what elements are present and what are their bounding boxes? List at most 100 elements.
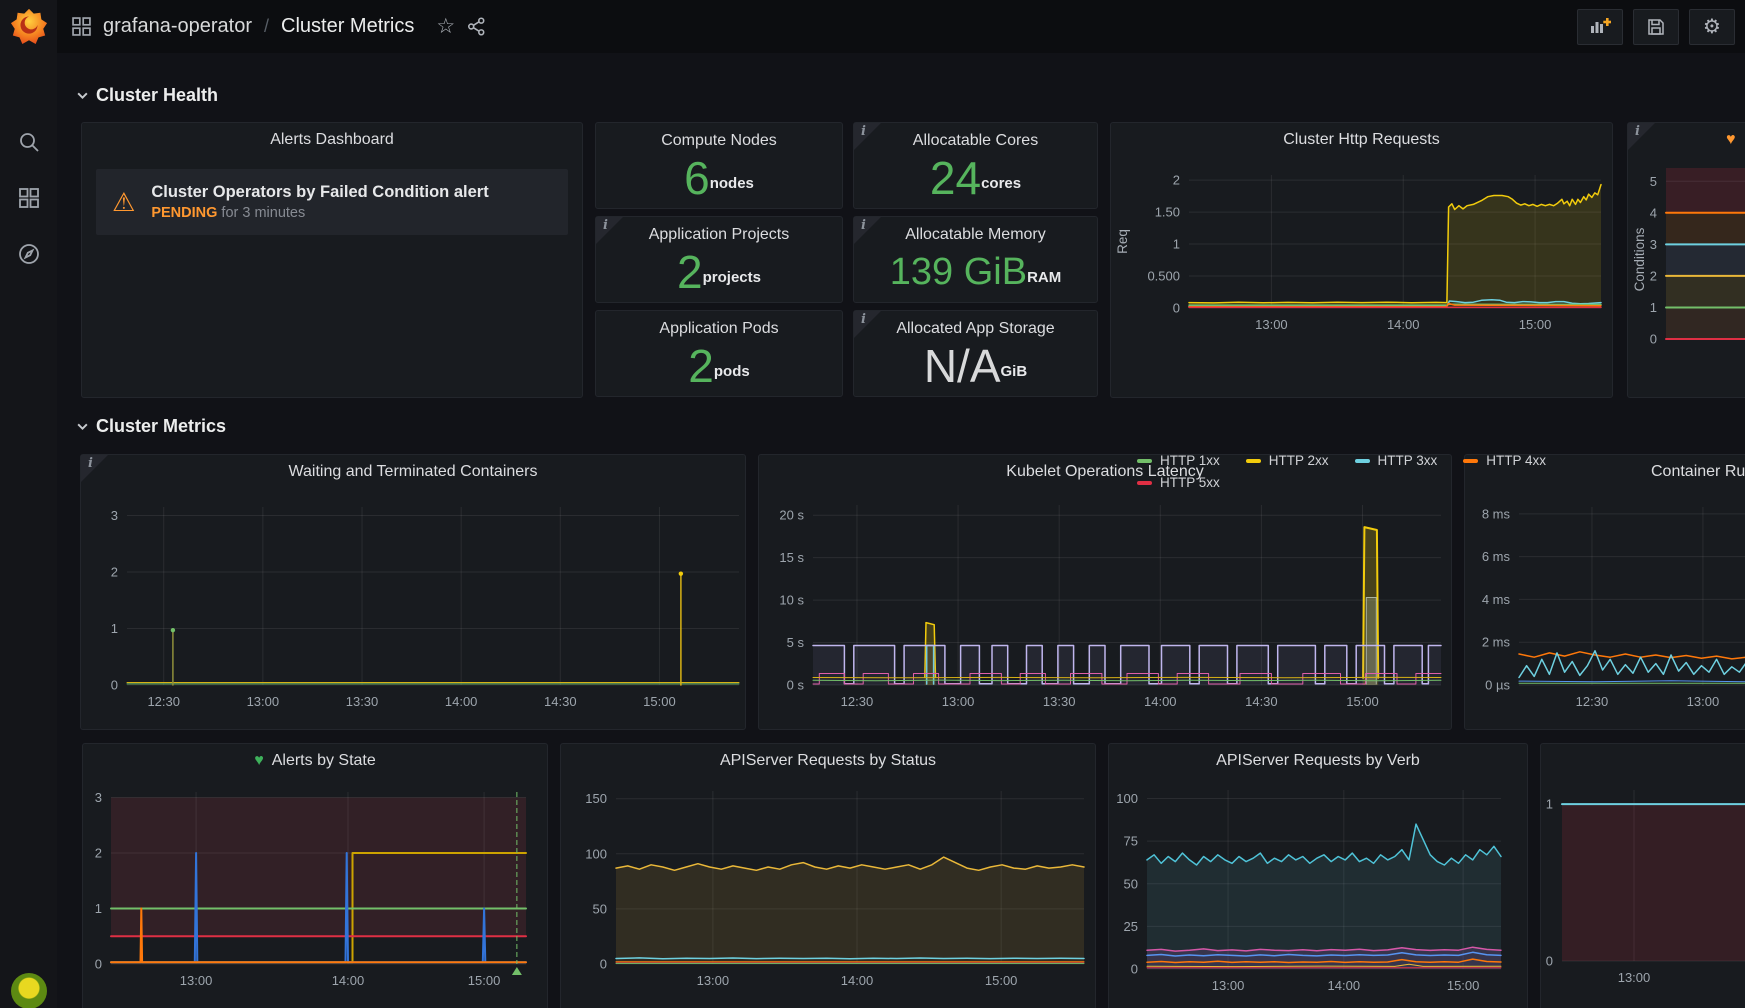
svg-text:2: 2: [1173, 173, 1180, 188]
svg-text:1: 1: [1650, 300, 1657, 315]
stat-panel-application-projects: Application Projects 2projects: [595, 216, 843, 303]
svg-text:15:00: 15:00: [985, 973, 1018, 988]
alert-duration: for 3 minutes: [221, 205, 305, 221]
svg-text:0: 0: [1650, 332, 1657, 347]
legend-item[interactable]: HTTP 1xx: [1137, 453, 1220, 468]
svg-text:14:00: 14:00: [1387, 317, 1420, 332]
stat-value: 2: [688, 343, 714, 389]
share-icon[interactable]: [467, 17, 486, 36]
star-icon[interactable]: ☆: [436, 14, 455, 39]
add-panel-button[interactable]: [1577, 9, 1623, 45]
svg-text:10 s: 10 s: [779, 593, 804, 608]
legend-item[interactable]: HTTP 4xx: [1463, 453, 1546, 468]
breadcrumb-folder[interactable]: grafana-operator: [103, 15, 252, 38]
svg-text:13:00: 13:00: [1255, 317, 1288, 332]
svg-text:1.50: 1.50: [1155, 205, 1180, 220]
sidebar: [0, 0, 57, 1008]
panel-cluster-http-requests: Cluster Http Requests HTTP 1xxHTTP 2xxHT…: [1110, 122, 1613, 398]
legend-item[interactable]: HTTP 5xx: [1137, 475, 1220, 490]
svg-text:13:00: 13:00: [697, 973, 730, 988]
chart-canvas[interactable]: 025507510013:0014:0015:00: [1109, 744, 1529, 1008]
panel-title[interactable]: Compute Nodes: [596, 132, 842, 150]
svg-text:3: 3: [95, 790, 102, 805]
panel-bottom-right-partial: 0113:00: [1540, 743, 1745, 1008]
legend-item[interactable]: HTTP 3xx: [1355, 453, 1438, 468]
svg-text:15:00: 15:00: [643, 694, 676, 709]
svg-text:2: 2: [95, 846, 102, 861]
search-icon[interactable]: [17, 130, 41, 154]
alert-list-item[interactable]: ⚠ Cluster Operators by Failed Condition …: [96, 169, 568, 235]
svg-text:25: 25: [1124, 919, 1138, 934]
panel-apiserver-requests-by-status: APIServer Requests by Status 05010015013…: [560, 743, 1096, 1008]
chart-canvas[interactable]: 012345Conditions: [1628, 123, 1745, 399]
panel-waiting-terminated-containers: Waiting and Terminated Containers 012312…: [80, 454, 746, 730]
svg-text:14:30: 14:30: [1245, 694, 1278, 709]
svg-text:1: 1: [95, 901, 102, 916]
svg-text:3: 3: [1650, 237, 1657, 252]
panel-alerts-by-state: ♥ Alerts by State 012313:0014:0015:00: [82, 743, 548, 1008]
panel-conditions-partial: ♥ 012345Conditions: [1627, 122, 1745, 398]
panel-title[interactable]: Allocated App Storage: [854, 320, 1097, 338]
svg-text:14:00: 14:00: [445, 694, 478, 709]
section-cluster-metrics[interactable]: Cluster Metrics: [76, 416, 226, 437]
svg-text:4: 4: [1650, 205, 1657, 220]
svg-text:5 s: 5 s: [787, 635, 805, 650]
dashboard-grid-icon[interactable]: [72, 17, 91, 36]
section-title: Cluster Health: [96, 85, 218, 106]
svg-text:13:00: 13:00: [942, 694, 975, 709]
explore-compass-icon[interactable]: [17, 242, 41, 266]
section-title: Cluster Metrics: [96, 416, 226, 437]
chart-canvas[interactable]: 012312:3013:0013:3014:0014:3015:00: [81, 455, 747, 731]
grafana-dashboard: grafana-operator / Cluster Metrics ☆: [0, 0, 1745, 1008]
alert-name: Cluster Operators by Failed Condition al…: [151, 183, 488, 202]
chart-canvas[interactable]: 0 µs2 ms4 ms6 ms8 ms12:3013:0013:30: [1465, 455, 1745, 731]
svg-text:0 s: 0 s: [787, 678, 805, 693]
svg-text:15:00: 15:00: [468, 973, 501, 988]
panel-title[interactable]: Application Projects: [596, 226, 842, 244]
warning-triangle-icon: ⚠: [112, 189, 135, 215]
section-cluster-health[interactable]: Cluster Health: [76, 85, 218, 106]
chart-canvas[interactable]: 00.50011.50213:0014:0015:00Req: [1111, 123, 1614, 399]
svg-text:13:00: 13:00: [1618, 970, 1651, 985]
chart-canvas[interactable]: 012313:0014:0015:00: [83, 744, 549, 1008]
svg-text:0 µs: 0 µs: [1485, 678, 1510, 693]
breadcrumb-dashboard[interactable]: Cluster Metrics: [281, 15, 414, 38]
svg-text:6 ms: 6 ms: [1482, 549, 1511, 564]
chevron-down-icon: [76, 420, 89, 433]
stat-panel-allocated-app-storage: Allocated App Storage N/AGiB: [853, 310, 1098, 397]
top-bar: grafana-operator / Cluster Metrics ☆: [0, 0, 1745, 53]
svg-text:0: 0: [600, 957, 607, 972]
user-avatar[interactable]: [11, 973, 47, 1008]
alert-state-badge: PENDING: [151, 205, 217, 221]
breadcrumb-separator: /: [264, 16, 269, 37]
svg-text:1: 1: [111, 621, 118, 636]
save-dashboard-button[interactable]: [1633, 9, 1679, 45]
panel-title[interactable]: Allocatable Memory: [854, 226, 1097, 244]
grafana-logo[interactable]: [10, 7, 48, 45]
svg-text:13:30: 13:30: [346, 694, 379, 709]
svg-text:13:00: 13:00: [180, 973, 213, 988]
dashboards-icon[interactable]: [17, 186, 41, 210]
svg-text:12:30: 12:30: [147, 694, 180, 709]
svg-text:12:30: 12:30: [841, 694, 874, 709]
stat-unit: pods: [714, 363, 750, 380]
svg-text:15:00: 15:00: [1519, 317, 1552, 332]
legend-item[interactable]: HTTP 2xx: [1246, 453, 1329, 468]
svg-text:15:00: 15:00: [1346, 694, 1379, 709]
svg-text:8 ms: 8 ms: [1482, 506, 1511, 521]
chart-canvas[interactable]: 05010015013:0014:0015:00: [561, 744, 1097, 1008]
stat-panel-allocatable-cores: Allocatable Cores 24cores: [853, 122, 1098, 209]
svg-text:0: 0: [1546, 954, 1553, 969]
breadcrumb: grafana-operator / Cluster Metrics ☆: [0, 0, 486, 53]
chart-legend: HTTP 1xx HTTP 2xx HTTP 3xx HTTP 4xx HTTP 5xx: [1137, 453, 1577, 490]
panel-title[interactable]: Application Pods: [596, 320, 842, 338]
panel-title[interactable]: Allocatable Cores: [854, 132, 1097, 150]
svg-text:0.500: 0.500: [1147, 269, 1180, 284]
stat-value: 6: [684, 155, 710, 201]
panel-alerts-dashboard: Alerts Dashboard ⚠ Cluster Operators by …: [81, 122, 583, 398]
chart-canvas[interactable]: 0 s5 s10 s15 s20 s12:3013:0013:3014:0014…: [759, 455, 1453, 731]
chart-canvas[interactable]: 0113:00: [1541, 744, 1745, 1008]
settings-gear-button[interactable]: ⚙: [1689, 9, 1735, 45]
panel-title[interactable]: Alerts Dashboard: [82, 123, 582, 157]
svg-text:20 s: 20 s: [779, 508, 804, 523]
